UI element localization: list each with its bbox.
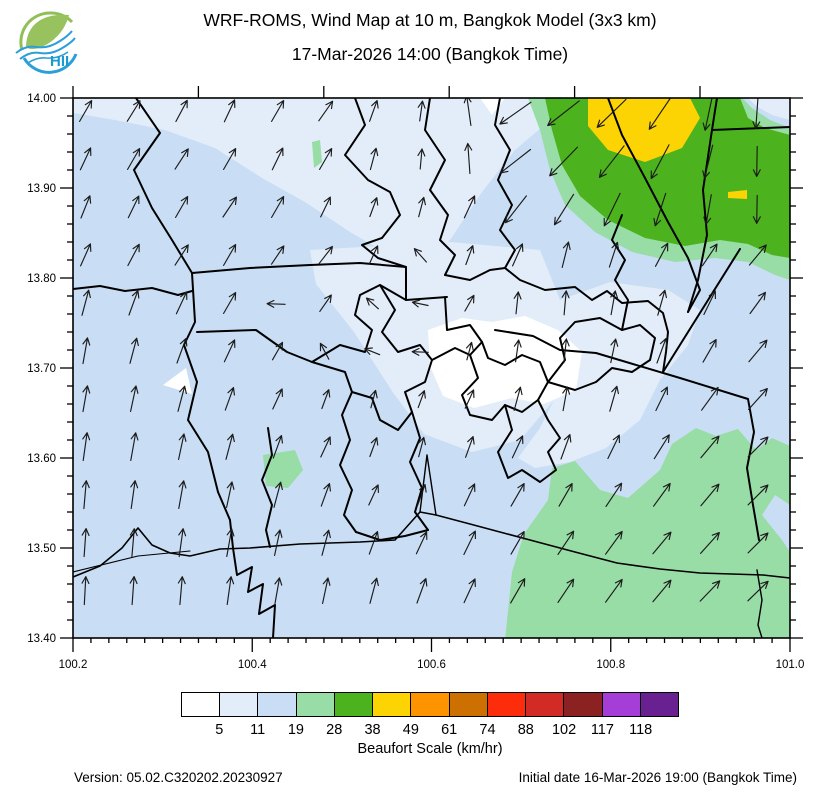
legend-cell — [372, 693, 411, 716]
valid-time-subtitle: 17-Mar-2026 14:00 (Bangkok Time) — [291, 44, 569, 64]
legend-cell — [410, 693, 449, 716]
legend-cell — [219, 693, 258, 716]
logo-blue-arc — [22, 53, 78, 74]
page-title: WRF-ROMS, Wind Map at 10 m, Bangkok Mode… — [203, 10, 657, 30]
legend-value: 49 — [402, 722, 419, 738]
y-tick-label: 13.80 — [27, 273, 56, 285]
legend-value: 118 — [629, 722, 653, 738]
legend-value: 117 — [590, 722, 614, 738]
regions-yellow-wind — [588, 98, 747, 199]
y-tick-label: 13.40 — [27, 633, 56, 645]
y-tick-label: 14.00 — [27, 93, 56, 105]
legend-value: 38 — [364, 722, 381, 738]
legend-cell — [486, 693, 526, 716]
legend-value: 28 — [326, 722, 343, 738]
y-tick-label: 13.70 — [27, 363, 56, 375]
legend-cell — [525, 693, 564, 716]
hii-logo: HII — [15, 11, 78, 74]
x-tick-label: 100.2 — [59, 659, 88, 671]
district-boundaries — [73, 98, 790, 638]
logo-leaf — [26, 14, 69, 50]
logo-wave-1 — [15, 30, 73, 54]
road-lines — [73, 454, 790, 638]
version-text: Version: 05.02.C320202.20230927 — [74, 770, 283, 785]
legend-value: 19 — [287, 722, 304, 738]
legend-cell — [639, 693, 679, 716]
legend-cell — [182, 693, 220, 716]
legend — [181, 692, 679, 717]
x-tick-label: 100.8 — [596, 659, 625, 671]
legend-colorbar — [181, 692, 679, 717]
legend-cell — [333, 693, 373, 716]
y-tick-label: 13.90 — [27, 183, 56, 195]
y-tick-label: 13.60 — [27, 453, 56, 465]
legend-value: 74 — [479, 722, 496, 738]
x-tick-label: 101.0 — [776, 659, 805, 671]
initial-date-text: Initial date 16-Mar-2026 19:00 (Bangkok … — [518, 770, 797, 785]
x-tick-label: 100.6 — [417, 659, 446, 671]
legend-cell — [295, 693, 334, 716]
x-tick-label: 100.4 — [238, 659, 267, 671]
legend-value: 5 — [215, 722, 224, 738]
legend-cell — [563, 693, 602, 716]
wind-arrows-layer — [79, 98, 769, 606]
logo-text: HII — [50, 53, 69, 70]
legend-value: 102 — [551, 722, 577, 738]
legend-value: 61 — [441, 722, 458, 738]
logo-wave-3 — [27, 51, 69, 64]
logo-wave-2 — [19, 37, 76, 60]
axis-ticks — [60, 86, 803, 652]
legend-cell — [257, 693, 296, 716]
axis-labels: 100.2 100.4 100.6 100.8 101.0 13.40 13.50 13.60… — [27, 93, 804, 671]
legend-cell — [601, 693, 640, 716]
legend-labels: 5 11 19 28 38 49 61 74 88 102 117 118 — [181, 722, 679, 740]
legend-value: 88 — [517, 722, 534, 738]
legend-title: Beaufort Scale (km/hr) — [357, 741, 503, 757]
legend-value: 11 — [250, 722, 266, 738]
legend-cell — [448, 693, 487, 716]
y-tick-label: 13.50 — [27, 543, 56, 555]
